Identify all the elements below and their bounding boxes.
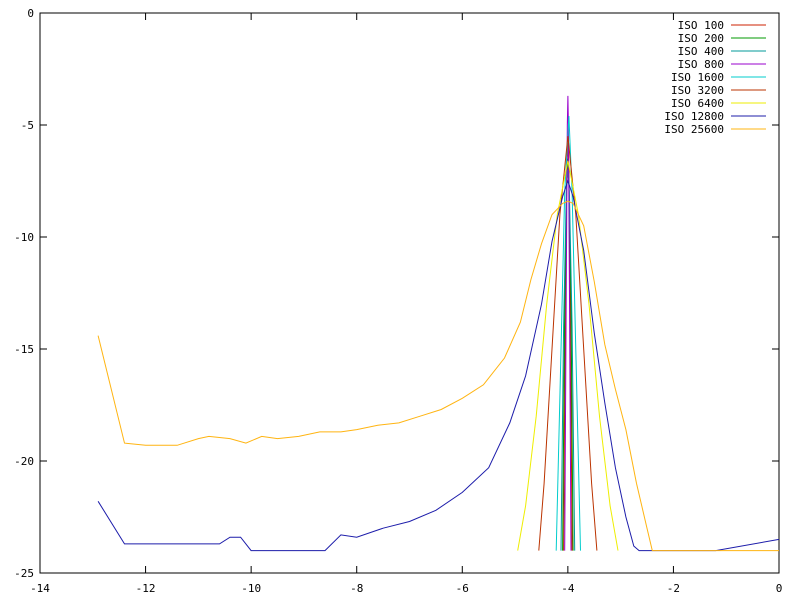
legend-label: ISO 100 <box>678 19 724 32</box>
x-tick-label: -14 <box>30 582 50 595</box>
axis-ticks: -14 -12 -10 -8 -6 -4 -2 00-5-10-15-20-25 <box>14 7 782 595</box>
y-tick-label: -20 <box>14 455 34 468</box>
legend-label: ISO 1600 <box>671 71 724 84</box>
legend-label: ISO 400 <box>678 45 724 58</box>
y-tick-label: -15 <box>14 343 34 356</box>
plot-frame <box>39 12 780 574</box>
series-line-iso-400 <box>560 169 576 551</box>
x-tick-label: -4 <box>561 582 575 595</box>
x-tick-label: -12 <box>136 582 156 595</box>
x-tick-label: -8 <box>350 582 363 595</box>
series-layer <box>97 95 780 552</box>
x-tick-label: 0 <box>776 582 783 595</box>
y-tick-label: 0 <box>27 7 34 20</box>
series-line-iso-6400 <box>517 160 619 551</box>
x-tick-label: -6 <box>456 582 469 595</box>
legend-label: ISO 12800 <box>664 110 724 123</box>
series-line-iso-25600 <box>97 200 779 552</box>
x-tick-label: -2 <box>667 582 680 595</box>
series-line-iso-800 <box>564 95 572 551</box>
y-tick-label: -5 <box>21 119 34 132</box>
series-line-iso-12800 <box>97 179 780 552</box>
legend-label: ISO 800 <box>678 58 724 71</box>
x-tick-label: -10 <box>241 582 261 595</box>
y-tick-label: -25 <box>14 567 34 580</box>
legend-label: ISO 3200 <box>671 84 724 97</box>
legend-label: ISO 25600 <box>664 123 724 136</box>
legend-label: ISO 6400 <box>671 97 724 110</box>
series-line-iso-1600 <box>555 115 581 551</box>
y-tick-label: -10 <box>14 231 34 244</box>
series-line-iso-200 <box>562 158 574 551</box>
legend-label: ISO 200 <box>678 32 724 45</box>
series-line-iso-3200 <box>538 136 598 551</box>
